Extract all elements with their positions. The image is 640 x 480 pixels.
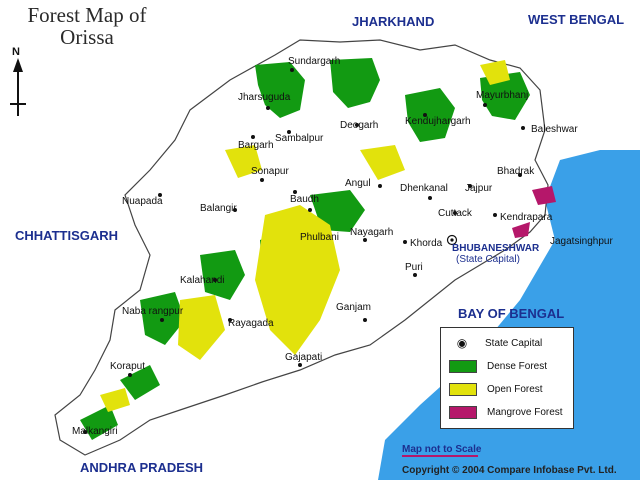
district-label: Malkangiri	[72, 426, 118, 437]
district-label: Mayurbhanj	[476, 90, 529, 101]
district-label: Dhenkanal	[400, 183, 448, 194]
legend-label: State Capital	[485, 337, 543, 349]
map-legend: ◉ State Capital Dense Forest Open Forest…	[440, 327, 574, 429]
open-forest-swatch	[449, 382, 477, 396]
district-label: Bargarh	[238, 140, 274, 151]
mangrove-forest-swatch	[449, 405, 477, 419]
district-label: Nuapada	[122, 196, 163, 207]
title-line-1: Forest Map of	[27, 3, 147, 27]
label-bay-of-bengal: BAY OF BENGAL	[458, 306, 565, 321]
copyright: Copyright © 2004 Compare Infobase Pvt. L…	[402, 465, 617, 476]
district-label: Kendujhargarh	[405, 116, 471, 127]
district-label: Deogarh	[340, 120, 379, 131]
district-label: Sambalpur	[275, 133, 324, 144]
district-label: Gajapati	[285, 352, 323, 363]
district-label: Naba rangpur	[122, 306, 184, 317]
label-west-bengal: WEST BENGAL	[528, 12, 625, 27]
scale-note: Map not to Scale	[402, 444, 482, 455]
district-label: Jagatsinghpur	[550, 236, 613, 247]
district-label: Phulbani	[300, 232, 339, 243]
district-label: Nayagarh	[350, 227, 394, 238]
legend-label: Mangrove Forest	[487, 406, 563, 418]
dense-forest-swatch	[449, 359, 477, 373]
district-dots	[83, 68, 525, 434]
district-label: Sonapur	[251, 166, 289, 177]
district-label: Baleshwar	[531, 124, 578, 135]
district-label: Jajpur	[465, 183, 493, 194]
legend-label: Open Forest	[487, 383, 543, 395]
legend-row-open: Open Forest	[449, 382, 543, 396]
legend-row-capital: ◉ State Capital	[449, 336, 543, 350]
district-label: Ganjam	[336, 302, 372, 313]
title-line-2: Orissa	[60, 25, 114, 49]
district-label: Rayagada	[228, 318, 274, 329]
district-label: Baudh	[290, 194, 319, 205]
legend-label: Dense Forest	[487, 360, 548, 372]
capital-note: (State Capital)	[456, 254, 520, 265]
district-label: Bhadrak	[497, 166, 535, 177]
label-chhattisgarh: CHHATTISGARH	[15, 228, 119, 243]
legend-row-mangrove: Mangrove Forest	[449, 405, 563, 419]
district-label: Sundargarh	[288, 56, 341, 67]
district-label: Kendrapara	[500, 212, 553, 223]
legend-row-dense: Dense Forest	[449, 359, 547, 373]
district-label: Angul	[345, 178, 371, 189]
label-jharkhand: JHARKHAND	[352, 14, 435, 29]
north-arrow-head	[13, 58, 23, 72]
district-label: Balangir	[200, 203, 237, 214]
label-andhra-pradesh: ANDHRA PRADESH	[80, 460, 204, 475]
open-forest-areas	[100, 60, 510, 412]
capital-name: BHUBANESHWAR	[452, 243, 540, 254]
district-label: Khorda	[410, 238, 443, 249]
state-capital-icon: ◉	[456, 336, 468, 350]
map-title: Forest Map of Orissa	[12, 4, 162, 48]
mangrove-areas	[512, 186, 556, 238]
north-label: N	[12, 46, 20, 58]
district-label: Kalahandi	[180, 275, 225, 286]
district-label: Koraput	[110, 361, 146, 372]
district-label: Jharsuguda	[238, 92, 291, 103]
district-label: Puri	[405, 262, 423, 273]
district-label: Cuttack	[438, 208, 472, 219]
